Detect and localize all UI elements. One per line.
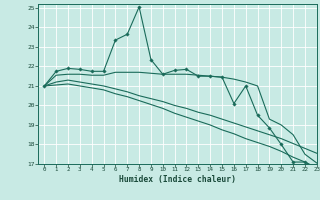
X-axis label: Humidex (Indice chaleur): Humidex (Indice chaleur) <box>119 175 236 184</box>
